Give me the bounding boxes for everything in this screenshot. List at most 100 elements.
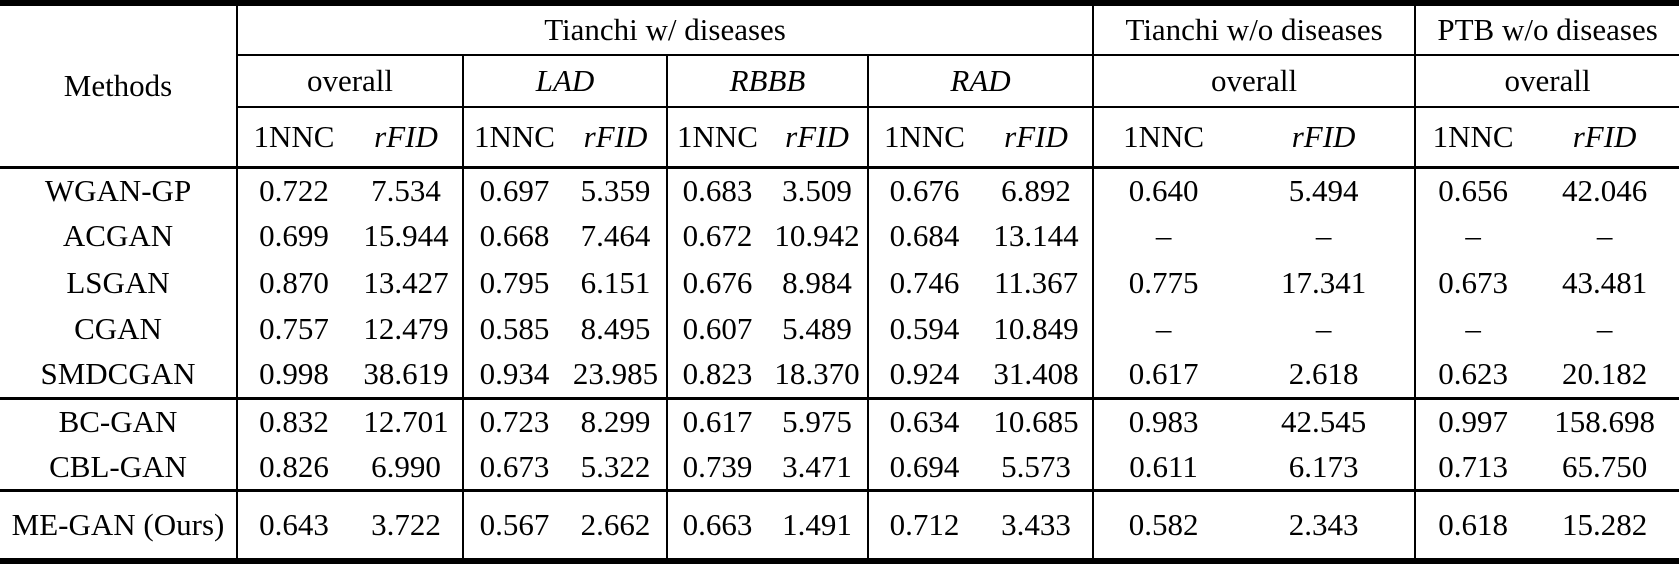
- value-cell: 0.683: [666, 167, 767, 214]
- value-cell: 6.892: [1001, 172, 1071, 208]
- value-cell: 38.619: [363, 356, 449, 392]
- value-cell: 2.343: [1288, 507, 1359, 543]
- value-cell: 43.481: [1561, 264, 1648, 300]
- value-cell: 10.685: [993, 403, 1079, 439]
- method-name: CBL-GAN: [49, 448, 187, 484]
- value-cell: –: [1315, 218, 1332, 254]
- value-cell: 15.282: [1561, 507, 1648, 543]
- value-cell: 13.427: [363, 264, 449, 300]
- group-header-tianchi-with-diseases: Tianchi w/ diseases: [235, 3, 1094, 56]
- value-cell: –: [1315, 310, 1332, 346]
- metric-header-rfid-5: rFID: [1572, 118, 1637, 154]
- metric-header-1nnc-5: 1NNC: [1414, 107, 1531, 167]
- dataset-group-row: Methods Tianchi w/ diseases Tianchi w/o …: [0, 3, 1679, 103]
- value-cell: 31.408: [993, 356, 1079, 392]
- subgroup-header-lad-1: LAD: [462, 55, 667, 108]
- value-cell: 1.491: [782, 507, 852, 543]
- value-cell: 42.046: [1561, 172, 1648, 208]
- value-cell: 0.998: [236, 351, 350, 399]
- value-cell: 17.341: [1280, 264, 1367, 300]
- value-cell: 0.623: [1414, 351, 1531, 399]
- value-cell: 0.823: [666, 351, 767, 399]
- value-cell: 0.934: [462, 351, 565, 399]
- value-cell: 0.684: [867, 213, 980, 260]
- value-cell: 7.534: [371, 172, 441, 208]
- subgroup-header-rbbb-2: RBBB: [666, 55, 868, 108]
- value-cell: 0.611: [1092, 444, 1234, 491]
- value-cell: 10.942: [774, 218, 860, 254]
- value-cell: 20.182: [1561, 356, 1648, 392]
- value-cell: 0.757: [236, 305, 350, 352]
- value-cell: 7.464: [580, 218, 651, 254]
- value-cell: 0.746: [867, 259, 980, 306]
- value-cell: 6.990: [371, 448, 441, 484]
- value-cell: 0.594: [867, 305, 980, 352]
- metric-header-1nnc-2: 1NNC: [666, 107, 767, 167]
- metric-header-rfid-4: rFID: [1291, 118, 1356, 154]
- value-cell: 3.433: [1001, 507, 1071, 543]
- method-name: LSGAN: [66, 264, 170, 300]
- section-ours: ME-GAN (Ours) 0.643 3.722 0.567 2.662 0.663 1.…: [0, 490, 1679, 561]
- method-name: SMDCGAN: [40, 356, 196, 392]
- value-cell: 0.663: [666, 490, 767, 561]
- value-cell: 18.370: [774, 356, 860, 392]
- section-baselines: WGAN-GP 0.722 7.534 0.697 5.359 0.683 3.509 0.6…: [0, 167, 1679, 399]
- value-cell: 0.567: [462, 490, 565, 561]
- value-cell: –: [1092, 213, 1234, 260]
- value-cell: –: [1596, 310, 1613, 346]
- value-cell: 5.489: [782, 310, 852, 346]
- value-cell: 0.643: [236, 490, 350, 561]
- value-cell: 15.944: [363, 218, 449, 254]
- value-cell: 5.494: [1288, 172, 1359, 208]
- value-cell: 0.713: [1414, 444, 1531, 491]
- value-cell: 0.672: [666, 213, 767, 260]
- value-cell: 11.367: [993, 264, 1079, 300]
- value-cell: 6.173: [1288, 448, 1359, 484]
- value-cell: 2.618: [1288, 356, 1359, 392]
- value-cell: 0.673: [1414, 259, 1531, 306]
- subgroup-header-overall-4: overall: [1092, 55, 1416, 108]
- value-cell: 8.495: [580, 310, 651, 346]
- value-cell: 12.479: [363, 310, 449, 346]
- table-header: Methods Tianchi w/ diseases Tianchi w/o …: [0, 3, 1679, 167]
- table-row: BC-GAN 0.832 12.701 0.723 8.299 0.617 5.975 0.6…: [0, 398, 1679, 445]
- metric-header-1nnc-1: 1NNC: [462, 107, 565, 167]
- value-cell: 5.359: [580, 172, 651, 208]
- value-cell: 12.701: [363, 403, 449, 439]
- value-cell: 0.832: [236, 398, 350, 445]
- value-cell: 5.975: [782, 403, 852, 439]
- value-cell: 0.870: [236, 259, 350, 306]
- table-row: SMDCGAN 0.998 38.619 0.934 23.985 0.823 18.370…: [0, 351, 1679, 399]
- value-cell: 0.618: [1414, 490, 1531, 561]
- metric-header-rfid-1: rFID: [583, 118, 648, 154]
- metric-header-rfid-3: rFID: [1004, 118, 1068, 154]
- value-cell: 5.322: [580, 448, 651, 484]
- value-cell: 0.983: [1092, 398, 1234, 445]
- value-cell: 0.676: [666, 259, 767, 306]
- method-name: ME-GAN (Ours): [11, 507, 225, 543]
- metric-header-rfid-2: rFID: [785, 118, 849, 154]
- metric-header-1nnc-4: 1NNC: [1092, 107, 1234, 167]
- group-header-ptb-without-diseases: PTB w/o diseases: [1414, 3, 1679, 56]
- value-cell: 0.656: [1414, 167, 1531, 214]
- group-header-tianchi-without-diseases: Tianchi w/o diseases: [1092, 3, 1416, 56]
- metric-header-1nnc-0: 1NNC: [236, 107, 350, 167]
- value-cell: 5.573: [1001, 448, 1071, 484]
- value-cell: 158.698: [1554, 403, 1655, 439]
- value-cell: 0.775: [1092, 259, 1234, 306]
- value-cell: 8.984: [782, 264, 852, 300]
- value-cell: 23.985: [572, 356, 659, 392]
- value-cell: 0.795: [462, 259, 565, 306]
- method-name: BC-GAN: [58, 403, 178, 439]
- value-cell: 10.849: [993, 310, 1079, 346]
- subgroup-header-rad-3: RAD: [866, 55, 1094, 108]
- value-cell: 6.151: [580, 264, 651, 300]
- value-cell: 0.997: [1414, 398, 1531, 445]
- value-cell: –: [1596, 218, 1613, 254]
- metric-row: 1NNC rFID 1NNC rFID 1NNC rFID 1NNC rFID 1NNC rFID…: [0, 107, 1679, 167]
- value-cell: 0.694: [867, 444, 980, 491]
- method-name: CGAN: [74, 310, 162, 346]
- table-row: ACGAN 0.699 15.944 0.668 7.464 0.672 10.942 0.6…: [0, 213, 1679, 260]
- table-row: LSGAN 0.870 13.427 0.795 6.151 0.676 8.984 0.74…: [0, 259, 1679, 306]
